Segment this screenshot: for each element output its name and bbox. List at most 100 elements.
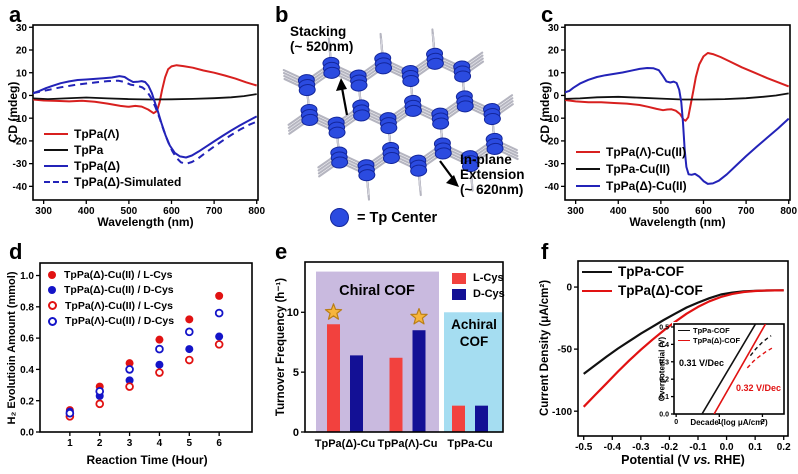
svg-text:0.1: 0.1	[748, 442, 762, 453]
svg-text:20: 20	[16, 46, 28, 57]
line-swatch	[576, 167, 600, 170]
panel-c-ylabel: CD (mdeg)	[538, 81, 552, 143]
svg-text:-0.1: -0.1	[689, 442, 707, 453]
legend-item: TpPa(Δ)-COF	[678, 336, 740, 346]
svg-text:-30: -30	[13, 159, 28, 170]
square-swatch	[452, 288, 466, 300]
legend-label: D-Cys	[473, 288, 505, 300]
legend-item: TpPa-Cu(II)	[576, 160, 687, 177]
svg-text:6: 6	[216, 438, 222, 449]
svg-text:0: 0	[553, 91, 559, 102]
panel-f-letter: f	[541, 239, 549, 264]
cof-structure-diagram	[282, 28, 519, 201]
svg-text:0: 0	[293, 427, 299, 439]
svg-text:0: 0	[566, 283, 572, 294]
filled-dot-swatch	[48, 286, 56, 295]
panel-a-letter: a	[9, 2, 22, 27]
svg-text:500: 500	[121, 206, 138, 217]
panel-d-legend: TpPa(Δ)-Cu(II) / L-Cys TpPa(Δ)-Cu(II) / …	[46, 267, 174, 329]
panel-d-chart: 1 2 3 4 5 6 0.0 0.2 0.4 0.6 0.8 1.0	[20, 262, 253, 449]
tafel-slope-red: 0.32 V/Dec	[736, 383, 782, 393]
svg-text:0.4: 0.4	[20, 365, 34, 376]
svg-text:0.0: 0.0	[720, 442, 734, 453]
legend-label: TpPa(Λ)	[74, 127, 120, 141]
svg-text:-20: -20	[13, 137, 28, 148]
svg-text:0.2: 0.2	[659, 377, 669, 384]
legend-label: TpPa(Δ)-Cu(II) / D-Cys	[64, 284, 174, 297]
legend-label: TpPa(Δ)	[74, 159, 120, 173]
svg-text:TpPa-Cu: TpPa-Cu	[447, 438, 492, 450]
legend-label: TpPa-COF	[693, 326, 730, 336]
legend-item: TpPa(Λ)	[44, 126, 181, 142]
svg-text:30: 30	[16, 23, 28, 34]
panel-c-legend: TpPa(Λ)-Cu(II) TpPa-Cu(II) TpPa(Δ)-Cu(II…	[576, 143, 687, 194]
panel-f: -0.5 -0.4 -0.3 -0.2 -0.1 0.0 0.1 0.2 0 -50 -100 0 1 2…	[532, 237, 798, 474]
tp-center-label: = Tp Center	[357, 209, 438, 226]
legend-item: TpPa(Λ)-Cu(II) / D-Cys	[46, 314, 174, 330]
svg-text:0.8: 0.8	[20, 302, 34, 313]
svg-text:0.1: 0.1	[659, 394, 669, 401]
svg-text:1: 1	[717, 419, 721, 426]
svg-text:800: 800	[780, 206, 797, 217]
inset-ylabel: Overpotential (V)	[657, 336, 667, 402]
panel-e-legend: L-Cys D-Cys	[452, 270, 505, 302]
svg-text:-100: -100	[552, 407, 572, 418]
achiral-cof-region-label: Achiral COF	[451, 317, 497, 349]
legend-label: TpPa(Δ)-Cu(II)	[606, 178, 687, 193]
tp-center-dot-icon	[330, 208, 349, 227]
dashed-line-swatch	[44, 181, 68, 183]
svg-text:400: 400	[78, 206, 95, 217]
svg-text:3: 3	[127, 438, 133, 449]
panel-e-letter: e	[275, 239, 288, 264]
legend-item: TpPa-COF	[582, 262, 703, 281]
legend-item: TpPa(Δ)-Cu(II) / D-Cys	[46, 283, 174, 299]
filled-dot-swatch	[48, 270, 56, 279]
svg-text:10: 10	[548, 68, 560, 79]
svg-text:0.6: 0.6	[20, 334, 34, 345]
svg-text:-0.3: -0.3	[632, 442, 650, 453]
panel-c-chart: 300 400 500 600 700 800 30 20 10 0 -10 -20 -30 -40	[545, 23, 798, 217]
legend-label: TpPa(Λ)-Cu(II) / L-Cys	[65, 299, 173, 312]
legend-item: TpPa(Δ)-Cu(II) / L-Cys	[46, 267, 174, 283]
svg-text:300: 300	[567, 206, 584, 217]
svg-text:-0.2: -0.2	[661, 442, 679, 453]
svg-text:0: 0	[674, 419, 678, 426]
panel-d-ylabel: H₂ Evolutioin Amount (mmol)	[6, 271, 18, 425]
xlabel-post: RHE)	[710, 453, 745, 467]
panel-f-legend: TpPa-COF TpPa(Δ)-COF	[582, 262, 703, 300]
legend-item: TpPa(Δ)-Cu(II)	[576, 177, 687, 194]
svg-text:1.0: 1.0	[20, 271, 34, 282]
svg-text:10: 10	[16, 68, 28, 79]
svg-text:-10: -10	[545, 114, 560, 125]
panel-c-xlabel: Wavelength (nm)	[629, 215, 726, 229]
svg-text:0: 0	[21, 91, 27, 102]
panel-f-ylabel: Current Density (μA/cm²)	[539, 279, 551, 417]
line-swatch	[44, 133, 68, 135]
legend-item: TpPa	[44, 142, 181, 158]
line-swatch	[678, 330, 690, 332]
line-swatch	[582, 270, 612, 273]
svg-text:TpPa(Λ)-Cu: TpPa(Λ)-Cu	[378, 438, 438, 450]
svg-text:-40: -40	[13, 182, 28, 193]
svg-text:800: 800	[248, 206, 265, 217]
panel-e-chart: 0 5 10 TpPa(Δ)-Cu TpPa(Λ)-Cu TpPa-Cu	[287, 261, 504, 450]
svg-text:30: 30	[548, 23, 560, 34]
panel-e-ylabel: Turnover Frequency (h⁻¹)	[275, 277, 287, 417]
panel-a-xlabel: Wavelength (nm)	[97, 215, 194, 229]
svg-text:4: 4	[157, 438, 163, 449]
svg-text:300: 300	[35, 206, 52, 217]
line-swatch	[44, 165, 68, 167]
svg-text:500: 500	[653, 206, 670, 217]
line-swatch	[678, 339, 690, 341]
panel-c-letter: c	[541, 2, 554, 27]
svg-text:600: 600	[695, 206, 712, 217]
svg-text:-50: -50	[558, 345, 573, 356]
panel-a-legend: TpPa(Λ) TpPa TpPa(Δ) TpPa(Δ)-Simulated	[44, 126, 181, 190]
legend-label: L-Cys	[473, 272, 504, 284]
svg-text:0.0: 0.0	[659, 412, 669, 419]
legend-label: TpPa(Λ)-Cu(II) / D-Cys	[65, 315, 175, 328]
svg-text:5: 5	[187, 438, 193, 449]
extension-line3: (~ 620nm)	[460, 182, 524, 197]
legend-label: TpPa(Λ)-Cu(II)	[606, 144, 686, 159]
